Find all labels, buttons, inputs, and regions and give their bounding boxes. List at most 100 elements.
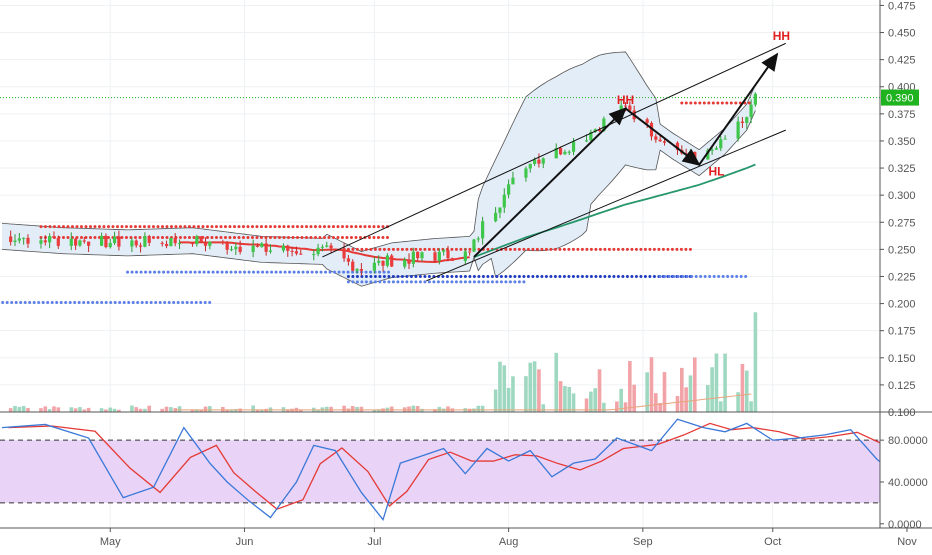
resistance-dots-4-dot — [693, 101, 697, 105]
support-dots-1-dot — [243, 270, 247, 274]
support-dots-4-dot — [517, 280, 521, 284]
candle-body — [52, 236, 56, 239]
support-dots-4-dot — [409, 280, 413, 284]
candle-up — [69, 232, 73, 251]
support-dots-1-dot — [144, 270, 148, 274]
resistance-dots-2-dot — [250, 235, 254, 239]
resistance-dots-1-dot — [102, 225, 106, 229]
volume-bar — [563, 386, 567, 412]
candle-body — [177, 243, 182, 245]
candle-body — [268, 250, 273, 252]
candle-down — [351, 259, 355, 272]
resistance-dots-3-dot — [522, 247, 526, 251]
candle-body — [104, 235, 108, 248]
support-dots-4-dot — [459, 280, 463, 284]
candle-up — [99, 232, 104, 247]
support-dots-1-dot — [211, 270, 215, 274]
volume-bar — [654, 393, 658, 412]
candle-body — [43, 240, 47, 243]
support-dots-1-dot — [301, 270, 305, 274]
candle-body — [745, 117, 749, 123]
candle-body — [602, 118, 606, 132]
volume-bar — [372, 409, 377, 412]
candle-body — [693, 151, 697, 160]
resistance-dots-2-dot — [165, 235, 169, 239]
support-dots-2-dot — [468, 274, 472, 278]
candle-body — [372, 262, 376, 271]
volume-bar — [52, 406, 56, 412]
trend-layer — [0, 42, 880, 282]
volume-bar — [498, 361, 502, 412]
candle-body — [355, 269, 359, 271]
resistance-dots-3-dot — [531, 247, 535, 251]
candle-body — [234, 246, 238, 250]
support-dots-4-dot — [450, 280, 454, 284]
resistance-dots-1-dot — [115, 225, 119, 229]
candle-up — [377, 255, 381, 266]
candle-body — [87, 241, 91, 246]
candle-body — [502, 194, 506, 208]
support-dots-4-dot — [373, 280, 377, 284]
current-price-tag — [881, 89, 919, 106]
resistance-dots-1-dot — [237, 225, 241, 229]
resistance-dots-1-dot — [174, 225, 178, 229]
support-dots-4-dot — [414, 280, 418, 284]
candle-down — [56, 235, 60, 249]
resistance-dots-2 — [39, 235, 389, 239]
volume-bar — [571, 393, 576, 412]
volume-bar — [749, 401, 753, 412]
support-dots-4-dot — [468, 280, 472, 284]
support-dots-2-dot — [594, 274, 598, 278]
resistance-dots-1-dot — [246, 225, 250, 229]
support-dots-2-dot — [373, 274, 377, 278]
resistance-dots-1-dot — [39, 225, 43, 229]
resistance-dots-3 — [346, 247, 692, 251]
volume-bar — [8, 408, 13, 412]
resistance-dots-1-dot — [43, 225, 47, 229]
support-dots-5-dot — [118, 300, 122, 304]
resistance-dots-3-dot — [414, 247, 418, 251]
candle-down — [87, 241, 91, 253]
support-dots-1-dot — [364, 270, 368, 274]
candle-down — [221, 239, 225, 245]
candle-down — [74, 237, 78, 250]
annotation-label: HH — [617, 93, 634, 107]
support-dots-1-dot — [270, 270, 274, 274]
support-dots-2-dot — [490, 274, 494, 278]
support-dots-2-dot — [571, 274, 575, 278]
candle-body — [706, 150, 710, 160]
resistance-dots-1-dot — [250, 225, 254, 229]
support-dots-3-dot — [694, 274, 698, 278]
support-dots-2-dot — [648, 274, 652, 278]
stochastic-tick-label: 80.0000 — [888, 435, 928, 447]
support-dots-5-dot — [203, 300, 207, 304]
support-dots-5-dot — [64, 300, 68, 304]
support-dots-4-dot — [391, 280, 395, 284]
support-dots-2-dot — [580, 274, 584, 278]
resistance-dots-3-dot — [634, 247, 638, 251]
support-dots-2-dot — [423, 274, 427, 278]
resistance-dots-1-dot — [372, 225, 376, 229]
resistance-dots-1-dot — [187, 225, 191, 229]
support-dots-5-dot — [104, 300, 108, 304]
resistance-dots-2-dot — [273, 235, 277, 239]
support-dots-3-dot — [735, 274, 739, 278]
candle-body — [463, 251, 467, 261]
candle-up — [524, 166, 528, 182]
resistance-dots-2-dot — [237, 235, 241, 239]
stochastic-tick-label: 0.0000 — [888, 519, 922, 531]
resistance-dots-3-dot — [427, 247, 431, 251]
resistance-dots-3-dot — [558, 247, 562, 251]
resistance-dots-2-dot — [304, 235, 308, 239]
volume-bar — [584, 398, 589, 412]
resistance-dots-2-dot — [124, 235, 128, 239]
candle-body — [320, 246, 325, 248]
resistance-dots-3-dot — [517, 247, 521, 251]
candle-down — [104, 233, 108, 249]
resistance-dots-3-dot — [603, 247, 607, 251]
candle-body — [571, 141, 576, 152]
stochastic-zone — [0, 440, 880, 503]
support-dots-4-dot — [490, 280, 494, 284]
resistance-dots-2-dot — [327, 235, 331, 239]
support-dots-1-dot — [288, 270, 292, 274]
